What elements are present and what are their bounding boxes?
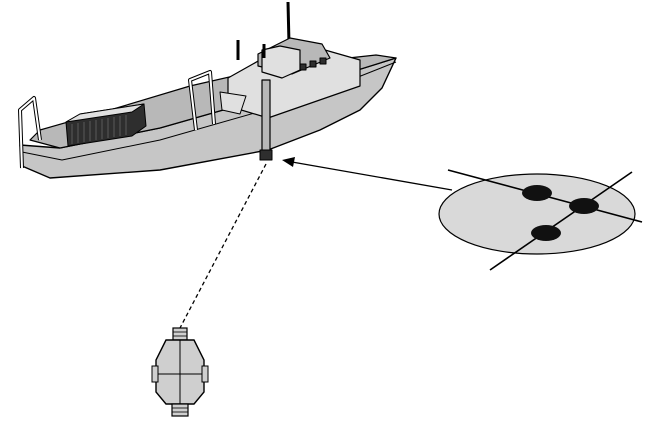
cabin-window-1 [299,63,307,71]
instrument-fin-right [201,365,209,383]
transducer-element-2 [569,198,599,214]
transducer-pole [261,79,271,155]
transducer-element-1 [522,185,552,201]
acoustic-link-dashed [179,163,267,329]
callout-arrow [282,157,453,191]
array-disc [438,173,636,255]
transducer-array-inset [438,169,643,271]
cabin-window-3 [319,57,327,65]
transducer-element-3 [531,225,561,241]
a-frame-mid-inner [189,71,215,131]
underwater-instrument [151,327,209,417]
transducer-head [259,149,273,161]
cabin-top-box [261,45,301,79]
boat-mast [286,1,291,45]
instrument-fin-left [151,365,159,383]
deck-container [65,103,147,147]
a-frame-stern-inner [19,97,41,169]
array-axis-2 [489,171,633,271]
arrowhead [282,157,295,167]
instrument-top-connector [172,327,188,341]
instrument-bottom-connector [171,403,189,417]
deck-step [219,91,247,115]
cabin-window-2 [309,60,317,68]
survey-boat [18,1,397,179]
